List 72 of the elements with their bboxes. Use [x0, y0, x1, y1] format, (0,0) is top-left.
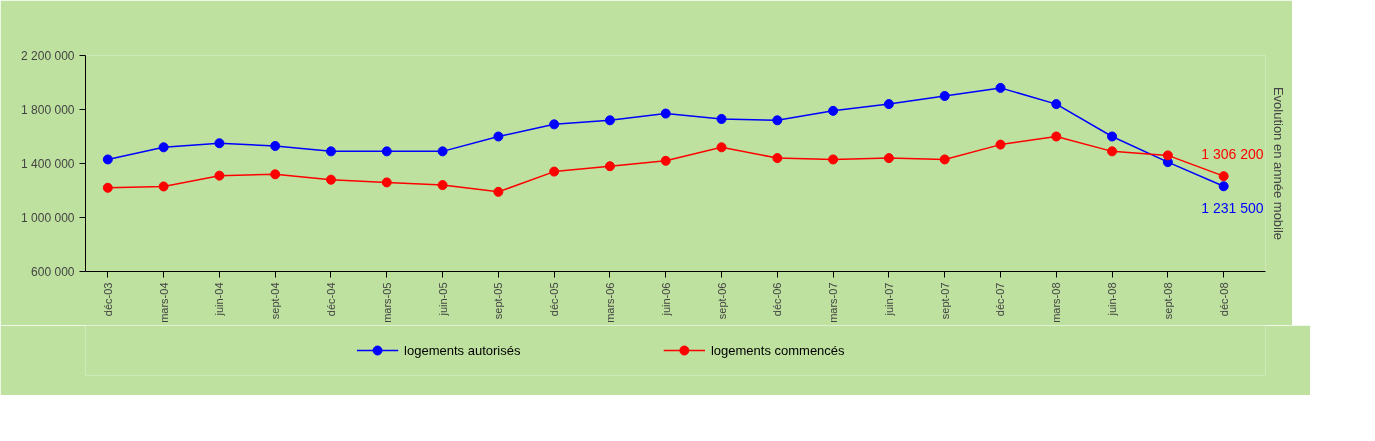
point [493, 186, 504, 197]
x-tick-label: déc-04 [324, 282, 337, 317]
x-tick-label: déc-08 [1217, 282, 1230, 317]
legend-label: logements commencés [710, 343, 846, 358]
x-tick-label: déc-07 [994, 282, 1007, 317]
point [549, 166, 560, 177]
point [772, 153, 783, 164]
x-tick-label: mars-06 [603, 282, 616, 323]
point [828, 154, 839, 165]
y-tick-label: 1 000 000 [21, 210, 75, 225]
point [214, 170, 225, 181]
point [1218, 171, 1229, 182]
point [883, 153, 894, 164]
point [270, 169, 281, 180]
point [549, 119, 560, 130]
x-tick-label: sept-06 [715, 282, 728, 320]
point [660, 155, 671, 166]
x-tick-label: sept-04 [269, 282, 282, 320]
point [604, 115, 615, 126]
point [1162, 150, 1173, 161]
x-tick-label: juin-07 [882, 282, 895, 317]
x-tick-label: juin-04 [213, 282, 226, 317]
x-tick-label: déc-03 [101, 282, 114, 317]
point [828, 105, 839, 116]
y-tick-label: 1 800 000 [21, 102, 75, 117]
x-tick-label: déc-05 [548, 282, 561, 317]
y-tick-label: 1 400 000 [21, 156, 75, 171]
point [325, 174, 336, 185]
point [437, 146, 448, 157]
point [102, 154, 113, 165]
point [381, 177, 392, 188]
point [437, 180, 448, 191]
x-tick-label: juin-08 [1106, 282, 1119, 317]
point [939, 91, 950, 101]
x-tick-label: mars-07 [827, 282, 840, 323]
point [1107, 131, 1118, 142]
x-tick-label: mars-05 [380, 282, 393, 323]
point [939, 154, 950, 165]
point [772, 115, 783, 126]
point [1218, 181, 1229, 192]
point [381, 146, 392, 157]
point [493, 131, 504, 142]
point [995, 139, 1006, 150]
data-label: 1 306 200 [1201, 146, 1264, 163]
point [604, 161, 615, 172]
x-tick-label: juin-06 [659, 282, 672, 317]
y-tick-label: 2 200 000 [21, 48, 75, 63]
point [1107, 146, 1118, 157]
point [325, 146, 336, 157]
x-tick-label: mars-08 [1050, 282, 1063, 323]
point [1051, 131, 1062, 142]
point [214, 138, 225, 149]
point [660, 108, 671, 119]
y-tick-label: 600 000 [31, 264, 75, 279]
point [158, 142, 169, 153]
point [883, 99, 894, 110]
point [270, 140, 281, 151]
legend-label: logements autorisés [404, 343, 521, 358]
y-axis-title: Evolution en année mobile [1270, 86, 1286, 241]
x-tick-label: sept-08 [1161, 282, 1174, 320]
x-tick-label: sept-05 [492, 282, 505, 320]
point [995, 82, 1006, 93]
x-tick-label: mars-04 [157, 282, 170, 323]
point [102, 182, 113, 193]
data-label: 1 231 500 [1201, 200, 1264, 217]
point [716, 113, 727, 124]
point [1051, 99, 1062, 110]
point [716, 142, 727, 153]
x-tick-label: juin-05 [436, 282, 449, 317]
point [158, 181, 169, 192]
x-tick-label: déc-06 [771, 282, 784, 317]
x-tick-label: sept-07 [938, 282, 951, 320]
